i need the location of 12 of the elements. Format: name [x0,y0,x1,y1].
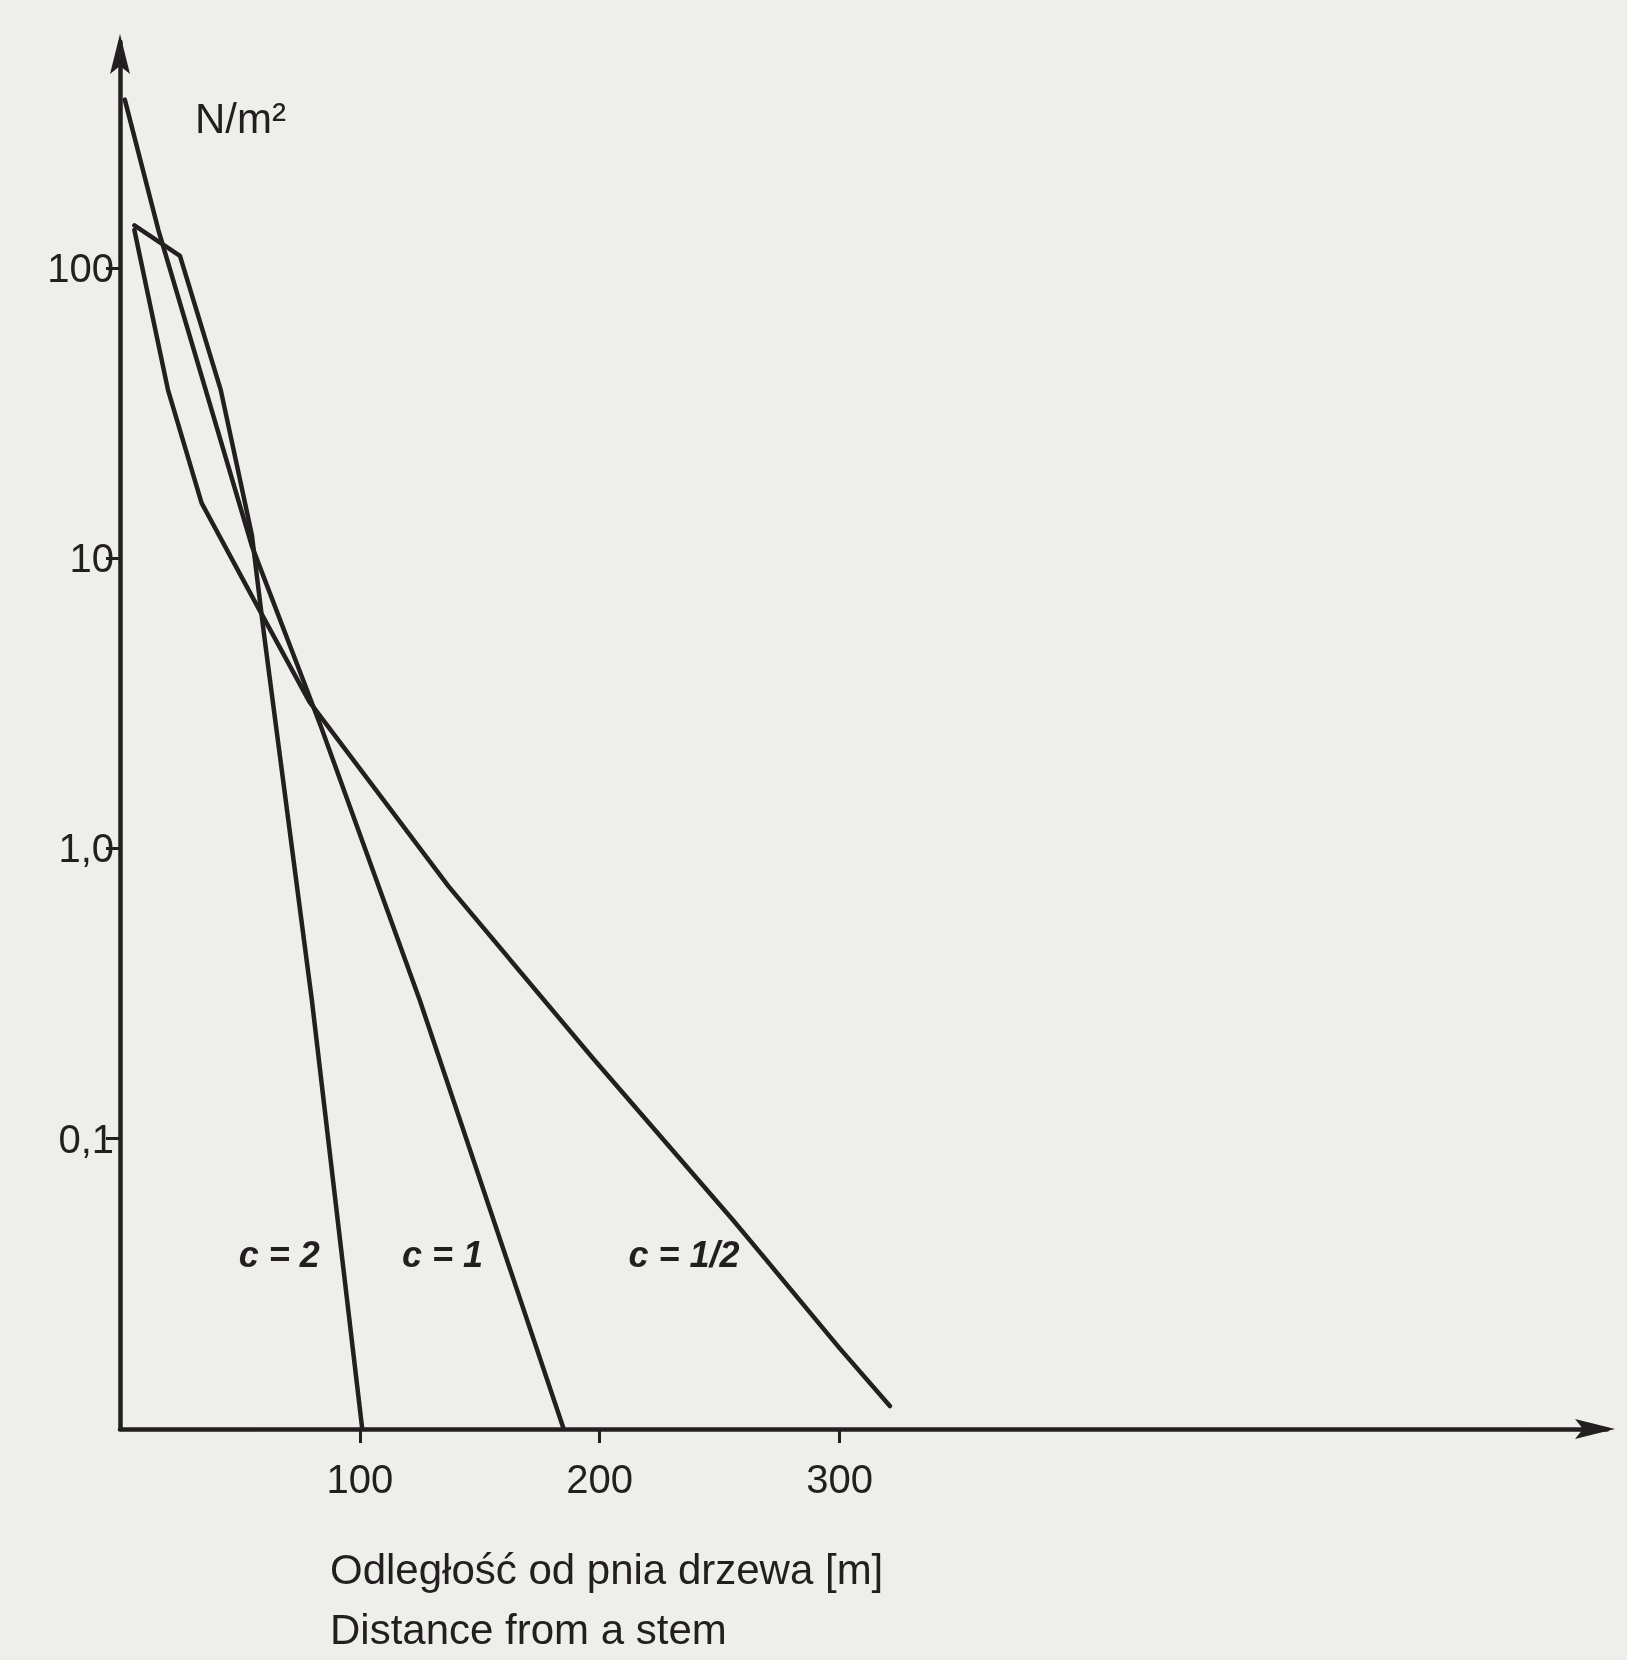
x-axis-title: Odległość od pnia drzewa [m] Distance from a stem [330,1545,884,1653]
series-label: c = 2 [238,1233,320,1275]
series-label: c = 1/2 [628,1233,740,1275]
x-tick-label: 200 [566,1457,634,1501]
y-tick-label: 10 [69,536,114,581]
series-label: c = 1 [401,1233,484,1275]
y-tick-label: 1,0 [58,826,114,871]
x-tick-label: 300 [806,1457,873,1501]
y-tick-label: 100 [47,245,114,290]
y-tick-label: 0,1 [58,1116,114,1161]
y-axis-title: N/m² [195,94,286,142]
x-tick-label: 100 [326,1457,394,1501]
